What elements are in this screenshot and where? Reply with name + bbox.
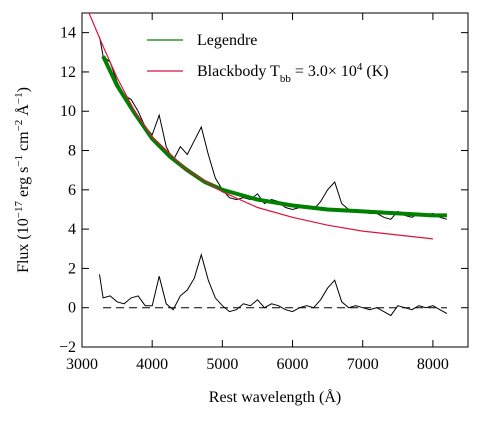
y-tick-label: 8 (68, 143, 76, 160)
series-line (88, 13, 433, 240)
y-tick-label: 12 (60, 64, 76, 81)
y-tick-label: 14 (60, 25, 76, 42)
series-line (99, 36, 448, 220)
x-tick-label: 8000 (417, 356, 449, 373)
x-tick-label: 5000 (206, 356, 238, 373)
legend-label: Blackbody Tbb = 3.0× 104 (K) (197, 61, 389, 85)
x-tick-label: 4000 (136, 356, 168, 373)
y-tick-label: 0 (68, 300, 76, 317)
x-tick-label: 6000 (277, 356, 309, 373)
y-tick-label: −2 (59, 339, 76, 356)
plot-frame (81, 12, 469, 348)
series-line (101, 55, 447, 218)
y-axis-label: Flux (10−17 erg s−1 cm−2 Å−1) (13, 87, 32, 273)
legend-label: Legendre (197, 32, 257, 49)
x-tick-label: 3000 (66, 356, 98, 373)
y-tick-label: 10 (60, 103, 76, 120)
series-line (99, 252, 448, 317)
y-tick-label: 6 (68, 182, 76, 199)
x-tick-label: 7000 (347, 356, 379, 373)
y-tick-label: 4 (68, 221, 76, 238)
y-tick-label: 2 (68, 260, 76, 277)
x-axis-label: Rest wavelength (Å) (209, 388, 341, 406)
